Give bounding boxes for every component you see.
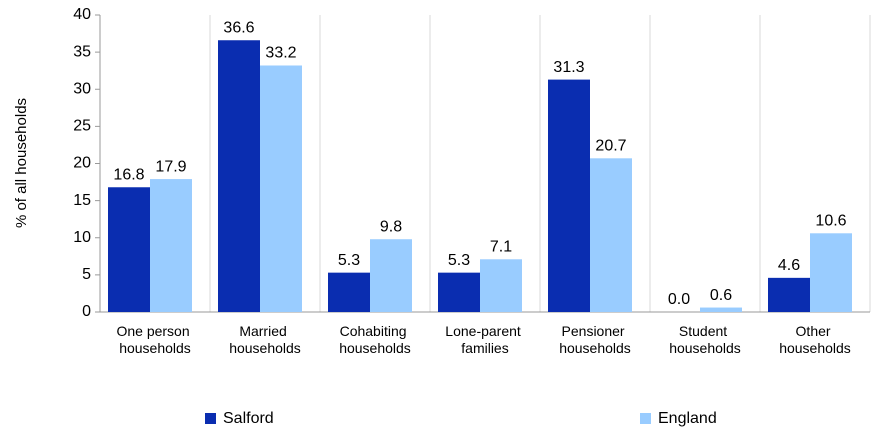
bar bbox=[810, 233, 852, 312]
y-tick-label: 5 bbox=[82, 266, 91, 283]
value-label: 36.6 bbox=[223, 19, 254, 36]
y-tick-label: 35 bbox=[73, 43, 91, 60]
value-label: 5.3 bbox=[338, 252, 360, 269]
x-tick-label: Married households bbox=[229, 323, 301, 356]
bar bbox=[150, 179, 192, 312]
x-tick-label: Cohabiting households bbox=[339, 323, 411, 356]
value-label: 31.3 bbox=[553, 59, 584, 76]
x-tick-label: Pensioner households bbox=[559, 323, 631, 356]
y-tick-label: 0 bbox=[82, 303, 91, 320]
bar bbox=[548, 79, 590, 312]
legend-label: England bbox=[658, 410, 717, 427]
value-label: 7.1 bbox=[490, 239, 512, 256]
value-label: 17.9 bbox=[155, 158, 186, 175]
x-tick-label: Student households bbox=[669, 323, 741, 356]
bar bbox=[768, 277, 810, 312]
value-label: 5.3 bbox=[448, 252, 470, 269]
y-axis-label: % of all households bbox=[13, 98, 30, 228]
x-tick-label: One person households bbox=[116, 323, 193, 356]
bar bbox=[260, 65, 302, 313]
x-tick-label: Other households bbox=[779, 323, 851, 356]
y-tick-label: 40 bbox=[73, 6, 91, 23]
y-tick-label: 10 bbox=[73, 229, 91, 246]
y-tick-label: 20 bbox=[73, 155, 91, 172]
x-tick-label: Lone-parent families bbox=[445, 323, 524, 356]
value-label: 0.6 bbox=[710, 287, 732, 304]
bar bbox=[328, 272, 370, 312]
value-label: 9.8 bbox=[380, 218, 402, 235]
value-label: 16.8 bbox=[113, 166, 144, 183]
legend-swatch bbox=[205, 413, 216, 424]
bar bbox=[700, 307, 742, 312]
bar bbox=[480, 259, 522, 312]
value-label: 4.6 bbox=[778, 257, 800, 274]
bar bbox=[218, 40, 260, 313]
bar bbox=[590, 158, 632, 312]
value-label: 0.0 bbox=[668, 291, 690, 308]
bar bbox=[370, 239, 412, 312]
bar bbox=[438, 272, 480, 312]
bar bbox=[108, 187, 150, 312]
y-tick-label: 25 bbox=[73, 118, 91, 135]
y-tick-label: 15 bbox=[73, 192, 91, 209]
legend-label: Salford bbox=[223, 410, 274, 427]
legend-swatch bbox=[640, 413, 651, 424]
value-label: 20.7 bbox=[595, 138, 626, 155]
y-tick-label: 30 bbox=[73, 80, 91, 97]
value-label: 33.2 bbox=[265, 45, 296, 62]
value-label: 10.6 bbox=[815, 213, 846, 230]
